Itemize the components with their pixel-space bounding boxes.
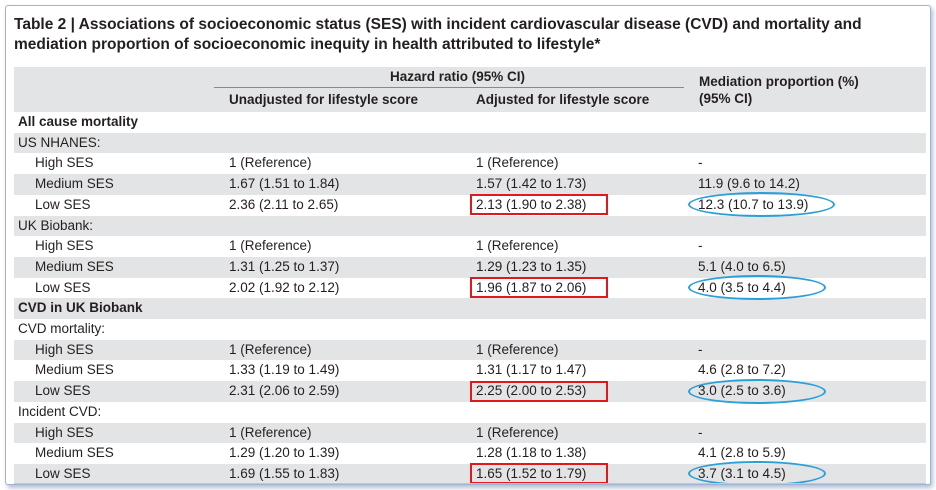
- table-row: High SES 1 (Reference) 1 (Reference) -: [14, 339, 926, 361]
- header-mediation-line2: (95% CI): [699, 91, 753, 106]
- row-label: High SES: [35, 155, 94, 171]
- row-label: CVD mortality:: [18, 321, 106, 336]
- table-number: Table 2: [14, 16, 67, 33]
- row-label: Incident CVD:: [18, 403, 102, 419]
- subsection-row: CVD mortality:: [14, 319, 926, 340]
- table-row: Medium SES 1.33 (1.19 to 1.49) 1.31 (1.17 …: [14, 360, 926, 381]
- cell-mediation: 5.1 (4.0 to 6.5): [698, 258, 786, 274]
- table-row: High SES 1 (Reference) 1 (Reference) -: [14, 422, 926, 444]
- section-row: CVD in UK Biobank: [14, 298, 926, 319]
- table-row: High SES 1 (Reference) 1 (Reference) -: [14, 236, 926, 257]
- table-row: Medium SES 1.31 (1.25 to 1.37) 1.29 (1.23 …: [14, 256, 926, 278]
- row-label: Low SES: [35, 465, 91, 481]
- cell-adjusted: 1.28 (1.18 to 1.38): [476, 445, 587, 461]
- cell-unadjusted: 1 (Reference): [229, 341, 312, 357]
- cell-unadjusted: 2.02 (1.92 to 2.12): [229, 279, 340, 295]
- subsection-row: US NHANES:: [14, 132, 926, 154]
- row-label: High SES: [35, 424, 94, 440]
- cell-adjusted: 1 (Reference): [476, 424, 559, 440]
- mediation-highlight-ellipse: [688, 192, 835, 218]
- cell-unadjusted: 1.31 (1.25 to 1.37): [229, 258, 340, 274]
- header-adjusted: Adjusted for lifestyle score: [476, 92, 650, 107]
- cell-mediation: -: [698, 238, 703, 254]
- row-label: US NHANES:: [18, 134, 101, 150]
- table-title: Table 2 | Associations of socioeconomic …: [14, 15, 914, 55]
- row-label: UK Biobank:: [18, 217, 94, 233]
- cell-adjusted: 1.57 (1.42 to 1.73): [476, 176, 587, 192]
- cell-unadjusted: 1 (Reference): [229, 238, 312, 254]
- cell-unadjusted: 1.69 (1.55 to 1.83): [229, 465, 340, 481]
- section-row: All cause mortality: [14, 112, 926, 133]
- cell-unadjusted: 1.33 (1.19 to 1.49): [229, 362, 340, 378]
- row-label: Medium SES: [35, 258, 114, 274]
- cell-unadjusted: 1 (Reference): [229, 424, 312, 440]
- adjusted-hr-highlight-box: [470, 194, 608, 216]
- mediation-highlight-ellipse: [688, 461, 826, 484]
- mediation-highlight-ellipse: [688, 275, 826, 301]
- subsection-row: UK Biobank:: [14, 215, 926, 237]
- table-row: High SES 1 (Reference) 1 (Reference) -: [14, 153, 926, 174]
- row-label: High SES: [35, 238, 94, 254]
- adjusted-hr-highlight-box: [470, 277, 608, 299]
- header-unadjusted: Unadjusted for lifestyle score: [229, 92, 419, 107]
- cell-adjusted: 1.96 (1.87 to 2.06): [476, 279, 587, 295]
- adjusted-hr-highlight-box: [470, 463, 608, 484]
- table-row: Medium SES 1.67 (1.51 to 1.84) 1.57 (1.42 …: [14, 174, 926, 195]
- cell-mediation: 11.9 (9.6 to 14.2): [698, 176, 800, 192]
- cell-unadjusted: 1 (Reference): [229, 155, 312, 171]
- cell-mediation: -: [698, 341, 703, 357]
- row-label: Medium SES: [35, 362, 114, 378]
- table-bottom-rule: [14, 483, 926, 484]
- cell-adjusted: 1.65 (1.52 to 1.79): [476, 465, 587, 481]
- row-label: High SES: [35, 341, 94, 357]
- cell-adjusted: 2.13 (1.90 to 2.38): [476, 196, 587, 212]
- row-label: Low SES: [35, 196, 91, 212]
- cell-adjusted: 1 (Reference): [476, 155, 559, 171]
- cell-unadjusted: 1.29 (1.20 to 1.39): [229, 445, 340, 461]
- row-label: Low SES: [35, 279, 91, 295]
- row-label: Low SES: [35, 383, 91, 399]
- row-label: CVD in UK Biobank: [18, 300, 143, 316]
- header-mediation-line1: Mediation proportion (%): [699, 74, 859, 89]
- cell-mediation: 4.1 (2.8 to 5.9): [698, 445, 786, 461]
- cell-unadjusted: 2.31 (2.06 to 2.59): [229, 383, 340, 399]
- cell-mediation: -: [698, 424, 703, 440]
- header-group-hazard-ratio: Hazard ratio (95% CI): [390, 69, 526, 84]
- cell-adjusted: 1 (Reference): [476, 341, 559, 357]
- cell-mediation: -: [698, 155, 703, 171]
- cell-adjusted: 2.25 (2.00 to 2.53): [476, 383, 587, 399]
- row-label: All cause mortality: [18, 114, 139, 129]
- cell-adjusted: 1.31 (1.17 to 1.47): [476, 362, 587, 378]
- title-separator: |: [70, 16, 75, 33]
- row-label: Medium SES: [35, 445, 114, 461]
- cell-mediation: 4.6 (2.8 to 7.2): [698, 362, 786, 378]
- table-header: [14, 67, 926, 112]
- cell-unadjusted: 2.36 (2.11 to 2.65): [229, 196, 339, 212]
- cell-unadjusted: 1.67 (1.51 to 1.84): [229, 176, 340, 192]
- cell-adjusted: 1 (Reference): [476, 238, 559, 254]
- title-line-1: Associations of socioeconomic status (SE…: [78, 16, 862, 33]
- cell-adjusted: 1.29 (1.23 to 1.35): [476, 258, 587, 274]
- subsection-row: Incident CVD:: [14, 402, 926, 423]
- header-group-rule: [214, 87, 684, 88]
- row-label: Medium SES: [35, 176, 114, 192]
- title-line-2: mediation proportion of socioeconomic in…: [14, 36, 601, 53]
- adjusted-hr-highlight-box: [470, 380, 608, 402]
- table-figure: Table 2 | Associations of socioeconomic …: [5, 5, 931, 485]
- mediation-highlight-ellipse: [688, 378, 826, 404]
- table-row: Medium SES 1.29 (1.20 to 1.39) 1.28 (1.18 …: [14, 443, 926, 464]
